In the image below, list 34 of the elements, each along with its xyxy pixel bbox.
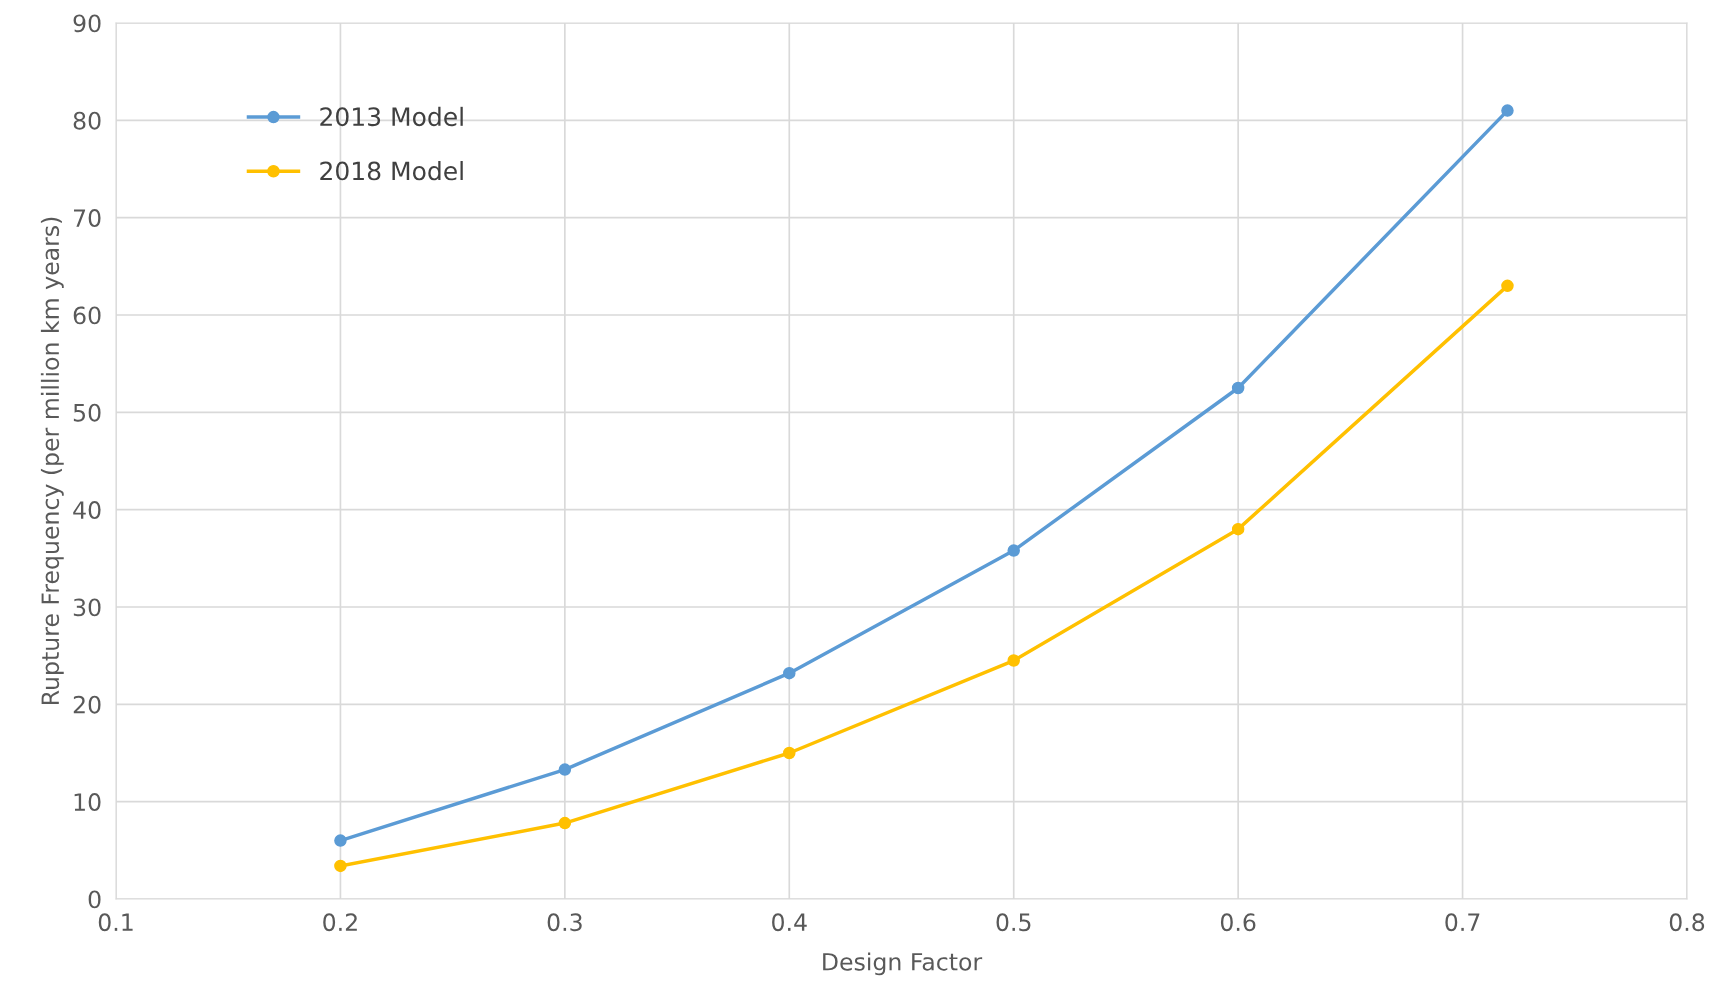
y-tick-label: 20 <box>73 695 101 714</box>
legend-label: 2013 Model <box>320 106 463 127</box>
x-tick-label: 0.8 <box>1669 913 1705 932</box>
point <box>558 763 572 776</box>
x-axis-title: Design Factor <box>823 952 983 976</box>
y-tick-label: 10 <box>74 793 101 811</box>
x-tick-label: 0.2 <box>323 913 357 932</box>
point <box>1007 544 1020 557</box>
y-tick-label: 80 <box>73 111 101 130</box>
point <box>783 666 796 680</box>
point <box>1231 381 1245 395</box>
y-tick-label: 90 <box>73 14 101 33</box>
x-tick-label: 0.6 <box>1220 913 1256 932</box>
point <box>334 834 347 847</box>
y-axis-title: Rupture Frequency (per million km years) <box>40 217 64 705</box>
y-tick-label: 0 <box>88 890 101 909</box>
x-tick-label: 0.5 <box>996 913 1031 932</box>
point <box>334 859 347 873</box>
x-tick-label: 0.4 <box>772 913 807 932</box>
y-tick-label: 60 <box>73 306 101 325</box>
point <box>783 746 796 760</box>
legend-label: 2018 Model <box>320 161 463 181</box>
point <box>558 816 572 830</box>
y-tick-label: 50 <box>73 403 101 422</box>
y-tick-label: 70 <box>74 209 101 227</box>
point <box>1231 522 1245 536</box>
point <box>1501 104 1514 117</box>
y-tick-label: 40 <box>73 501 101 519</box>
y-tick-label: 30 <box>73 598 101 617</box>
x-tick-label: 0.7 <box>1445 913 1480 932</box>
point <box>1007 654 1020 667</box>
x-tick-label: 0.1 <box>98 913 133 932</box>
point <box>1501 279 1514 293</box>
x-tick-label: 0.3 <box>547 913 582 932</box>
